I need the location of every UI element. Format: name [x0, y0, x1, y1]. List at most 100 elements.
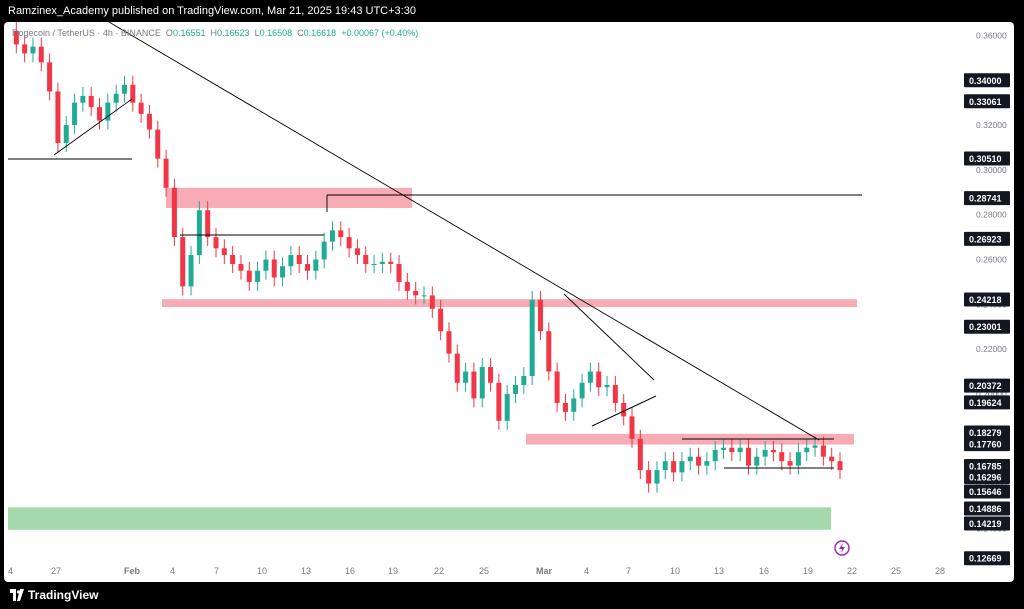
- price-label: 0.20372: [969, 381, 1002, 391]
- price-label-box: [964, 458, 1010, 473]
- price-tick-label: 0.36000: [976, 30, 1007, 40]
- candle-body: [421, 295, 427, 297]
- candle-body: [779, 452, 785, 462]
- candle-body: [105, 102, 111, 121]
- time-tick-label: 19: [803, 566, 813, 576]
- price-tick-label: 0.26000: [976, 255, 1007, 265]
- footer-brand[interactable]: TradingView: [28, 588, 99, 602]
- candle-body: [729, 447, 735, 453]
- time-tick-label: 22: [434, 566, 444, 576]
- candle-body: [196, 210, 202, 256]
- candle-body: [130, 84, 136, 103]
- red-zone: [166, 187, 412, 208]
- candle-body: [305, 263, 311, 271]
- price-label: 0.16785: [969, 461, 1002, 471]
- price-label: 0.23001: [969, 322, 1002, 332]
- low-label: L: [254, 28, 260, 38]
- candle-body: [704, 461, 710, 466]
- candle-body: [363, 255, 369, 264]
- candle-body: [438, 308, 444, 332]
- price-label-box: [964, 469, 1010, 484]
- candle-body: [546, 331, 552, 372]
- zone-layer: [8, 187, 857, 530]
- footer-bar: TradingView: [0, 582, 1024, 609]
- price-chart[interactable]: 0.36000 0.34000 0.32000 0.30000 0.28000 0.260…: [4, 22, 1014, 582]
- price-label-box: [964, 151, 1010, 166]
- price-label: 0.18279: [969, 428, 1002, 438]
- candle-body: [446, 331, 452, 354]
- candle-body: [30, 46, 36, 54]
- candle-body: [579, 382, 585, 399]
- price-tick-label: 0.28000: [976, 210, 1007, 220]
- candle-body: [537, 299, 543, 332]
- price-label-box: [964, 484, 1010, 499]
- time-tick-label: 16: [345, 566, 355, 576]
- candle-body: [205, 210, 211, 238]
- price-label-box: [964, 378, 1010, 393]
- price-label-box: [964, 501, 1010, 516]
- time-tick-label: 4: [584, 566, 589, 576]
- candle-body: [379, 261, 385, 264]
- candle-body: [171, 187, 177, 238]
- candle-body: [113, 93, 119, 103]
- candle-body: [346, 237, 352, 249]
- candle-body: [471, 371, 477, 399]
- candle-body: [454, 353, 460, 383]
- price-label: 0.17760: [969, 440, 1002, 450]
- candle-body: [737, 447, 743, 453]
- candle-body: [712, 449, 718, 462]
- candle-body: [529, 299, 535, 377]
- price-label-box: [964, 94, 1010, 109]
- price-label-box: [964, 425, 1010, 440]
- chart-frame[interactable]: 0.36000 0.34000 0.32000 0.30000 0.28000 0.260…: [4, 22, 1014, 582]
- candle-body: [829, 456, 835, 462]
- candle-body: [654, 470, 660, 484]
- price-label-box: [964, 319, 1010, 334]
- price-label: 0.24218: [969, 295, 1002, 305]
- trend-line: [563, 293, 655, 381]
- candle-body: [820, 445, 826, 457]
- publish-header-text: Ramzinex_Academy published on TradingVie…: [8, 5, 416, 17]
- candle-body: [637, 438, 643, 471]
- candle-body: [230, 255, 236, 264]
- candle-body: [787, 461, 793, 466]
- time-tick-label: 19: [388, 566, 398, 576]
- price-label: 0.34000: [969, 76, 1002, 86]
- time-tick-label: 10: [257, 566, 267, 576]
- green-zone: [8, 507, 831, 530]
- symbol-name[interactable]: Dogecoin / TetherUS · 4h · BINANCE: [12, 28, 161, 38]
- trend-line: [53, 98, 133, 156]
- price-label: 0.26923: [969, 234, 1002, 244]
- price-tick-label: 0.30000: [976, 165, 1007, 175]
- high-label: H: [210, 28, 218, 38]
- price-axis: 0.36000 0.34000 0.32000 0.30000 0.28000 0.260…: [964, 30, 1010, 566]
- price-tick-label: 0.20000: [976, 389, 1007, 399]
- candle-body: [146, 113, 152, 130]
- candle-body: [138, 102, 144, 114]
- price-label: 0.16296: [969, 472, 1002, 482]
- candle-body: [63, 125, 69, 143]
- lightning-icon[interactable]: [834, 540, 850, 556]
- candle-body: [795, 452, 801, 466]
- candle-body: [804, 447, 810, 453]
- candle-body: [163, 158, 169, 188]
- candle-body: [662, 461, 668, 471]
- candle-body: [521, 376, 527, 385]
- price-label-box: [964, 292, 1010, 307]
- time-tick-label: 4: [8, 566, 13, 576]
- time-tick-label: 13: [714, 566, 724, 576]
- time-tick-label: 25: [479, 566, 489, 576]
- trend-line: [108, 22, 820, 441]
- price-label-box: [964, 73, 1010, 88]
- candle-body: [155, 129, 161, 159]
- candle-body: [338, 230, 344, 238]
- candle-body: [371, 263, 377, 265]
- candle-body: [388, 261, 394, 264]
- time-tick-label: 25: [891, 566, 901, 576]
- price-label: 0.12669: [969, 554, 1002, 564]
- candle-body: [296, 255, 302, 264]
- time-tick-label: Feb: [124, 566, 141, 576]
- price-label-box: [964, 437, 1010, 452]
- candle-body: [679, 461, 685, 473]
- price-label-box: [964, 395, 1010, 410]
